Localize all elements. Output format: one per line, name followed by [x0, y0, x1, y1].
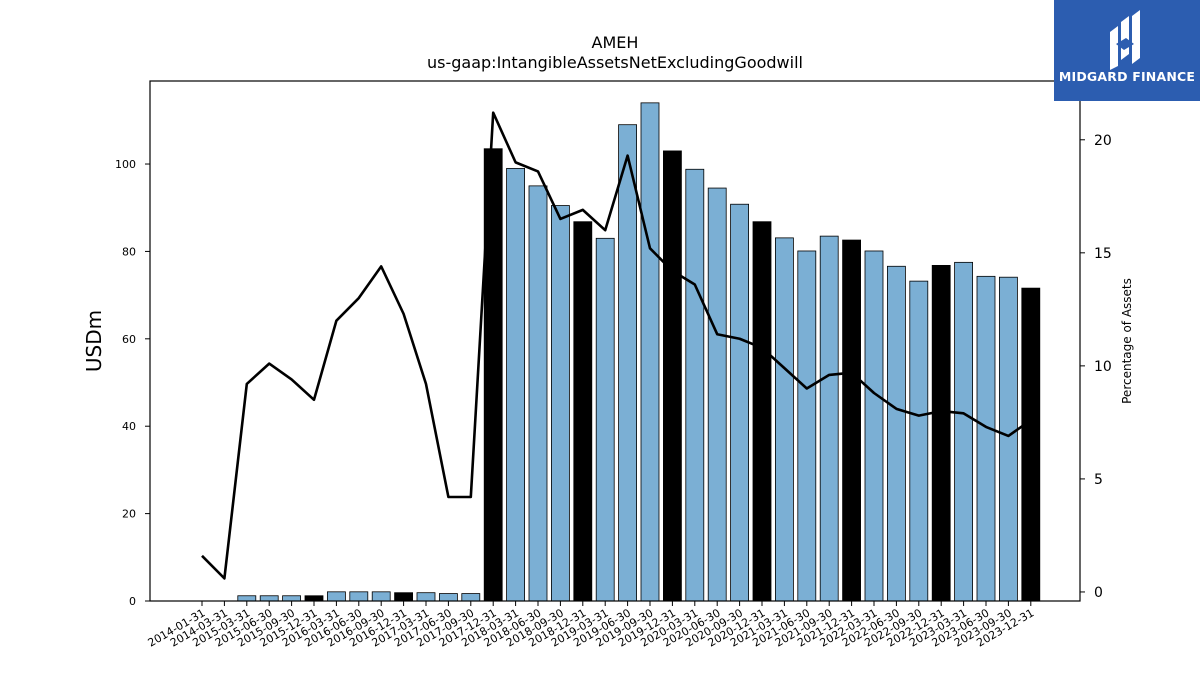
- bar-2021-06-30: [797, 250, 817, 602]
- bar-2015-03-31: [237, 595, 257, 602]
- bar-2023-03-31: [954, 261, 973, 602]
- bar-2019-12-31: [663, 150, 682, 602]
- bar-2021-12-31: [842, 239, 861, 602]
- bar-2022-09-30: [909, 280, 929, 602]
- y-tick-label: 0: [129, 595, 136, 608]
- bar-2018-03-31: [506, 167, 526, 602]
- bar-2015-06-30: [259, 595, 279, 602]
- brand-logo: MIDGARD FINANCE: [1054, 0, 1200, 101]
- y-tick-label: 100: [115, 158, 136, 171]
- bar-2022-12-31: [931, 264, 951, 602]
- bar-2019-06-30: [618, 124, 637, 602]
- bar-2021-09-30: [819, 235, 839, 602]
- y2-tick-label: 10: [1094, 359, 1112, 375]
- bar-2015-09-30: [282, 595, 302, 602]
- y-axis-label: USDm: [82, 310, 106, 372]
- percentage-line: [201, 111, 1032, 580]
- bar-2017-03-31: [416, 592, 436, 602]
- y-axis-ticks: 0 20 40 60 80 100: [115, 158, 150, 608]
- y-tick-label: 40: [122, 420, 136, 433]
- bar-2015-12-31: [304, 595, 324, 602]
- y-tick-label: 80: [122, 245, 136, 258]
- bar-2018-12-31: [573, 221, 593, 602]
- bar-2018-06-30: [528, 185, 548, 602]
- bar-2020-09-30: [730, 203, 749, 602]
- y-tick-label: 20: [122, 508, 136, 521]
- bar-2020-12-31: [752, 221, 772, 602]
- plot-frame: [149, 80, 1081, 602]
- y2-axis-ticks: 0 5 10 15 20: [1080, 133, 1112, 601]
- bar-2016-09-30: [371, 591, 391, 602]
- bar-2021-03-31: [775, 237, 794, 602]
- bar-2020-03-31: [685, 168, 705, 602]
- chart-title: AMEH: [592, 33, 639, 52]
- brand-mark-icon: [1110, 10, 1140, 70]
- bar-2020-06-30: [707, 187, 727, 602]
- y2-tick-label: 15: [1094, 246, 1112, 262]
- bar-2019-03-31: [595, 237, 615, 602]
- y2-tick-label: 5: [1094, 472, 1103, 488]
- bar-2017-06-30: [438, 593, 458, 602]
- y2-axis-label: Percentage of Assets: [1120, 278, 1134, 404]
- bar-2023-06-30: [976, 275, 996, 602]
- line-layer: [201, 111, 1032, 580]
- bar-2016-03-31: [326, 591, 346, 602]
- bar-2023-09-30: [999, 276, 1018, 602]
- bar-2022-03-31: [864, 250, 884, 602]
- bar-2016-06-30: [349, 591, 369, 602]
- bar-2023-12-31: [1021, 287, 1041, 602]
- y2-tick-label: 20: [1094, 133, 1112, 149]
- y-tick-label: 60: [122, 333, 136, 346]
- y2-tick-label: 0: [1094, 585, 1103, 601]
- brand-name: MIDGARD FINANCE: [1058, 69, 1196, 84]
- x-axis-ticks: 2014-01-312014-03-312015-03-312015-06-30…: [146, 601, 1036, 650]
- bar-2018-09-30: [551, 205, 570, 602]
- bar-2022-06-30: [887, 265, 906, 602]
- bar-2016-12-31: [394, 592, 414, 602]
- bar-2017-09-30: [461, 593, 481, 602]
- chart-subtitle: us-gaap:IntangibleAssetsNetExcludingGood…: [427, 53, 803, 72]
- bar-2019-09-30: [640, 102, 660, 602]
- bars-layer: [237, 102, 1041, 602]
